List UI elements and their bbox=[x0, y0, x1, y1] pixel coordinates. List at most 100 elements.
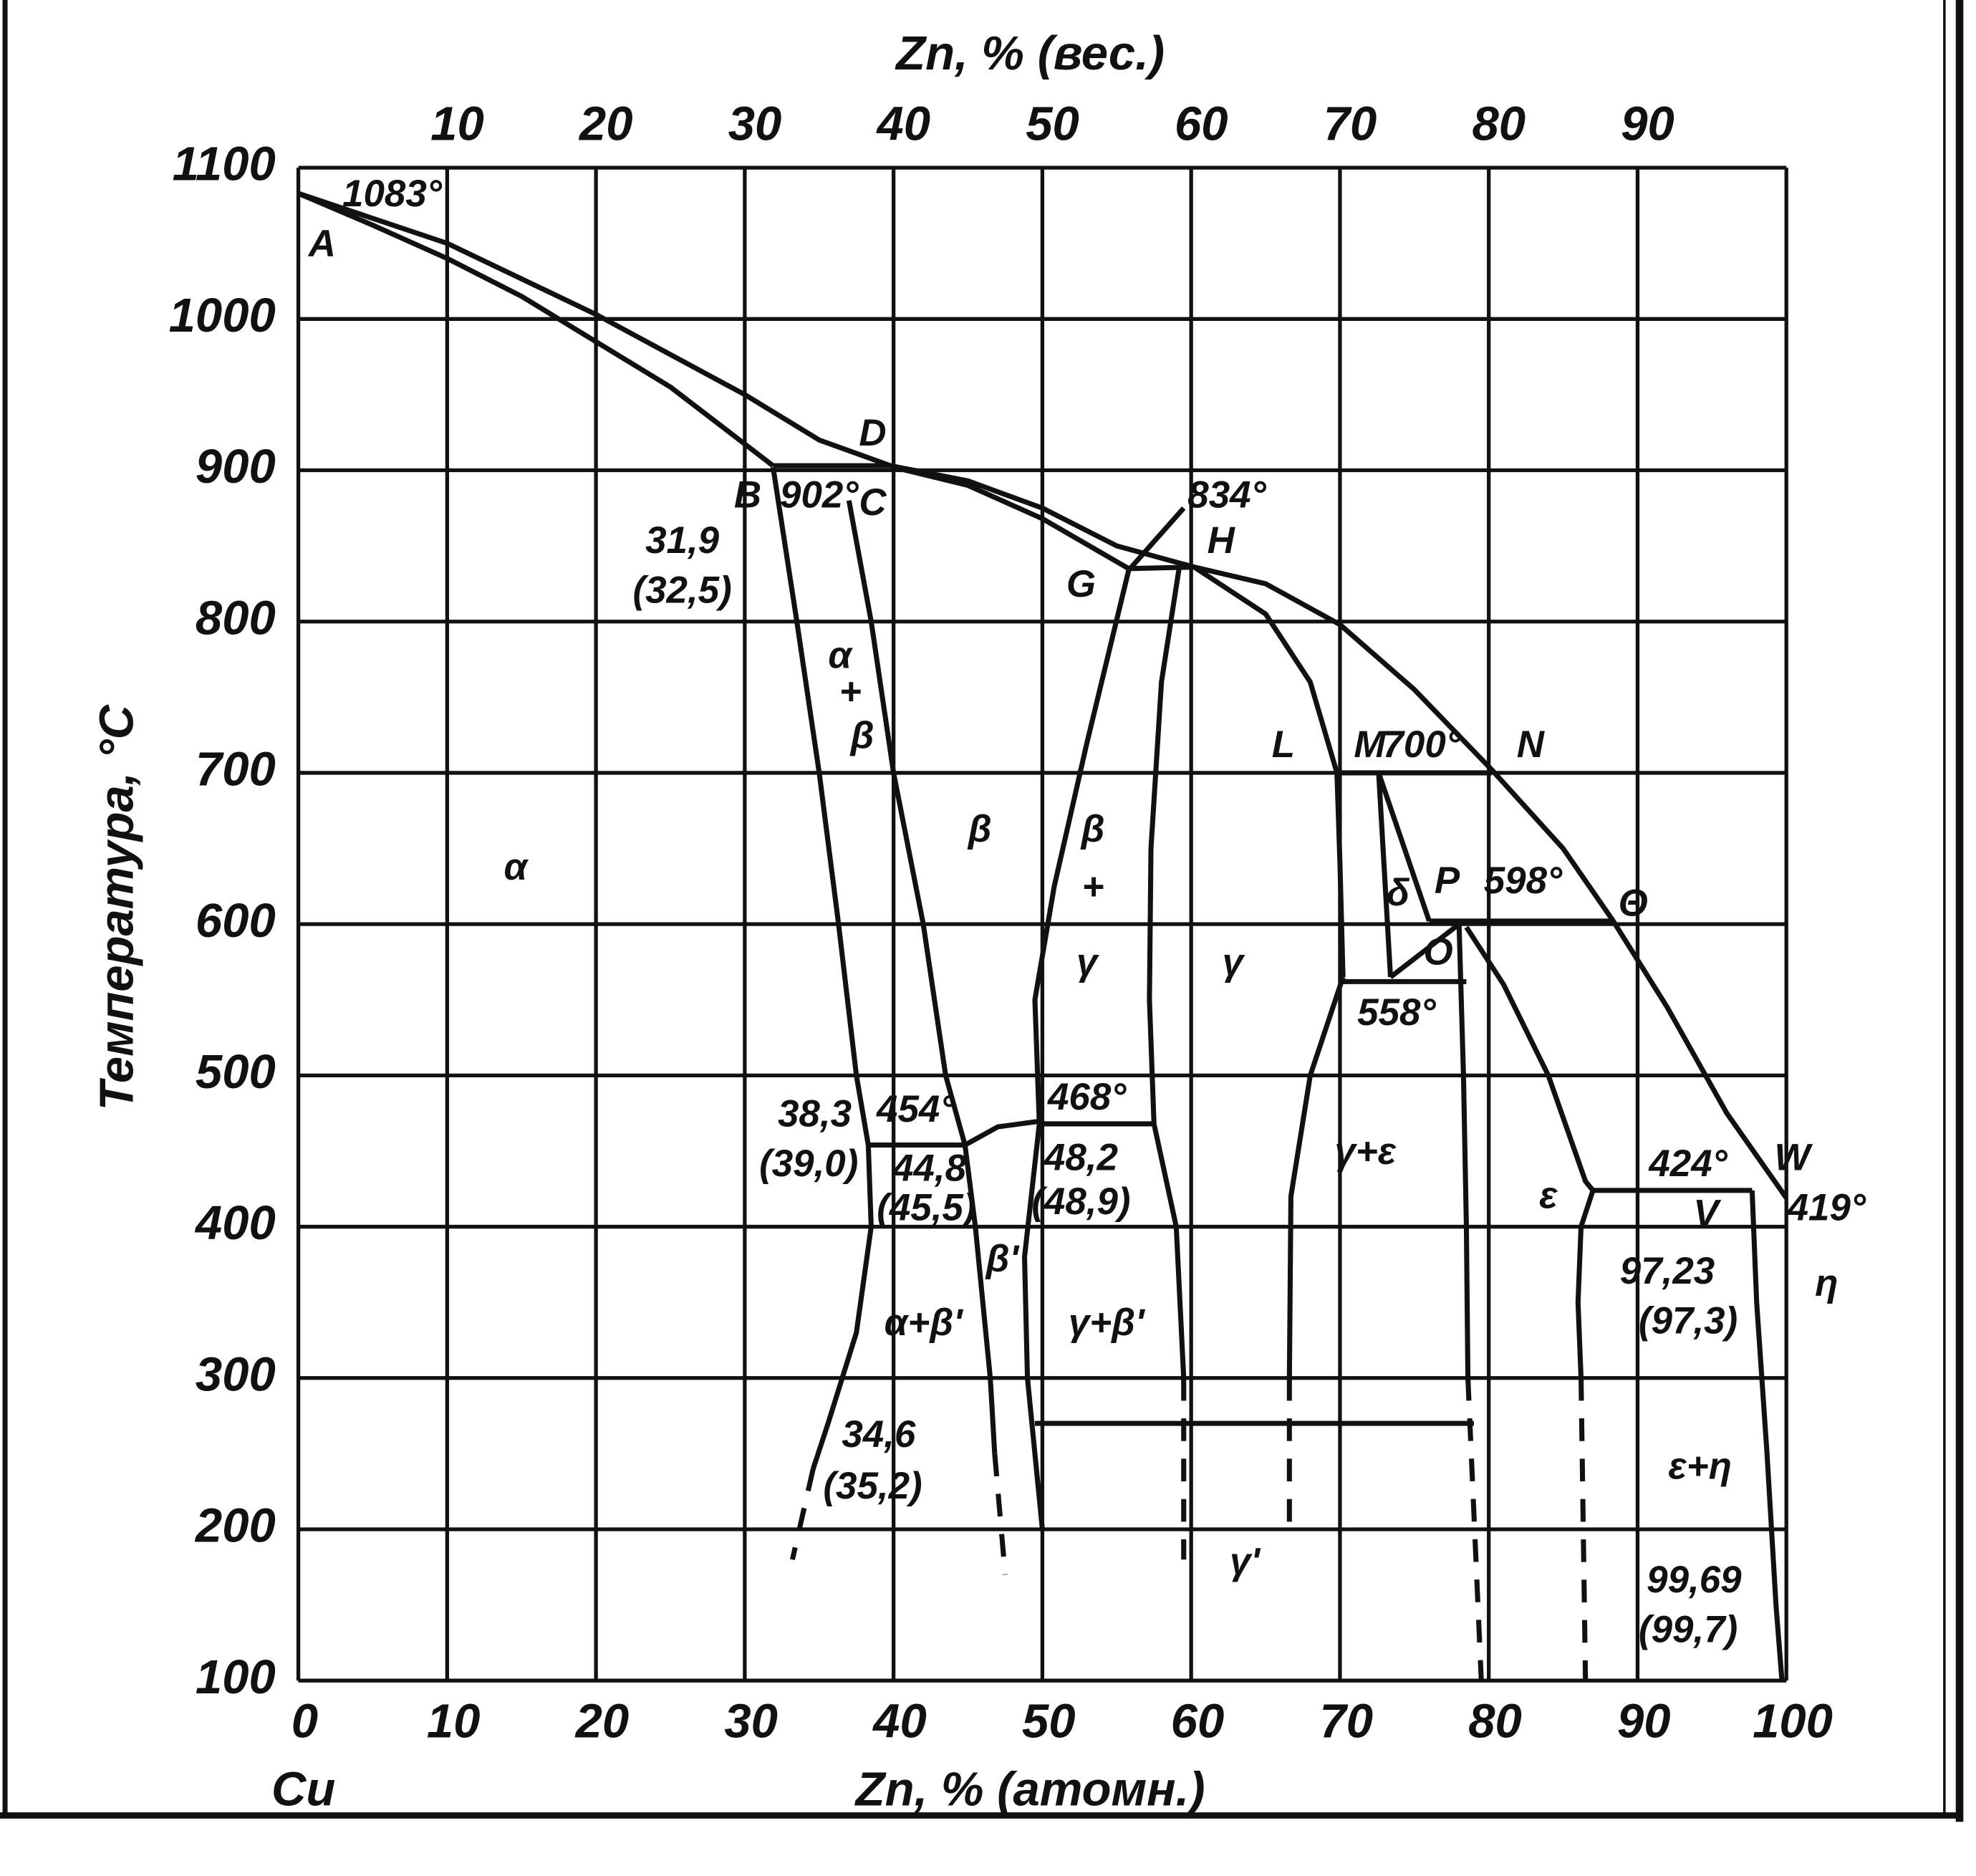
x-tick-label: 60 bbox=[1171, 1695, 1225, 1748]
y-tick-label: 1100 bbox=[173, 138, 276, 191]
annotation: γ bbox=[1223, 941, 1245, 983]
annotation: + bbox=[1082, 866, 1104, 908]
phase-boundary bbox=[963, 1118, 1043, 1148]
annotation: ε bbox=[1539, 1174, 1558, 1216]
x-tick-label: 50 bbox=[1022, 1695, 1076, 1748]
annotation: 468° bbox=[1047, 1076, 1127, 1118]
x-tick-label: 20 bbox=[574, 1695, 630, 1748]
phase-boundary-dashed bbox=[1579, 1377, 1589, 1681]
x-tick-label: 100 bbox=[1753, 1695, 1833, 1748]
annotation: (32,5) bbox=[632, 569, 731, 612]
y-tick-label: 500 bbox=[196, 1045, 276, 1099]
annotation: Θ bbox=[1619, 882, 1648, 925]
y-tick-label: 600 bbox=[196, 894, 276, 948]
annotation: γ' bbox=[1230, 1541, 1261, 1583]
x-origin-label: Cu bbox=[271, 1763, 335, 1817]
annotation: 1083° bbox=[342, 173, 443, 215]
phase-boundary bbox=[1021, 569, 1132, 1530]
phase-boundary bbox=[1749, 1190, 1785, 1681]
annotation: α bbox=[828, 634, 853, 676]
phase-boundary bbox=[1147, 567, 1187, 1378]
annotation: 424° bbox=[1648, 1143, 1727, 1185]
annotation: (45,5) bbox=[877, 1186, 975, 1228]
annotation: δ bbox=[1387, 872, 1410, 914]
annotation: + bbox=[839, 670, 862, 713]
annotation: 902° bbox=[780, 474, 859, 516]
phase-boundary bbox=[1192, 564, 1346, 978]
phase-boundary bbox=[1127, 506, 1186, 572]
annotation: β bbox=[967, 808, 992, 850]
phase-boundary-dashed bbox=[1465, 1377, 1484, 1681]
annotation: M bbox=[1354, 723, 1386, 766]
annotation: 834° bbox=[1187, 474, 1266, 516]
annotation: ε+η bbox=[1668, 1446, 1732, 1488]
top-tick-label: 90 bbox=[1621, 97, 1674, 151]
annotation: C bbox=[859, 481, 887, 524]
y-tick-label: 800 bbox=[196, 591, 276, 645]
annotation: 48,2 bbox=[1044, 1137, 1118, 1179]
annotation: (99,7) bbox=[1639, 1609, 1738, 1651]
x-tick-label: 30 bbox=[724, 1695, 778, 1748]
annotation: (97,3) bbox=[1639, 1300, 1738, 1342]
top-tick-label: 60 bbox=[1175, 97, 1228, 151]
phase-boundary bbox=[1456, 924, 1471, 1378]
top-tick-label: 20 bbox=[578, 97, 633, 151]
x-tick-label: 90 bbox=[1617, 1695, 1671, 1748]
phase-boundary bbox=[1389, 922, 1461, 979]
annotation: G bbox=[1066, 563, 1096, 605]
x-axis-title: Zn, % (атомн.) bbox=[854, 1763, 1205, 1817]
top-tick-label: 10 bbox=[430, 97, 484, 151]
top-tick-label: 30 bbox=[728, 97, 782, 151]
annotation: 38,3 bbox=[778, 1092, 852, 1135]
phase-boundary bbox=[1286, 976, 1346, 1378]
annotation: 31,9 bbox=[645, 519, 720, 562]
annotation: B bbox=[734, 474, 761, 516]
annotation: D bbox=[859, 412, 886, 454]
phase-boundary bbox=[846, 500, 998, 1454]
y-tick-label: 700 bbox=[196, 743, 276, 797]
phase-boundary bbox=[770, 466, 874, 1470]
annotation: β' bbox=[985, 1238, 1021, 1280]
y-tick-label: 200 bbox=[194, 1499, 276, 1553]
annotation: 44,8 bbox=[892, 1147, 967, 1189]
y-axis-title: Температура, °C bbox=[90, 703, 143, 1110]
annotation: L bbox=[1272, 723, 1295, 766]
annotation: N bbox=[1517, 723, 1546, 766]
x-tick-label: 40 bbox=[872, 1695, 927, 1748]
annotation: V bbox=[1693, 1193, 1721, 1235]
annotation: (39,0) bbox=[759, 1143, 858, 1185]
y-tick-label: 300 bbox=[196, 1348, 276, 1402]
y-tick-label: 900 bbox=[196, 440, 276, 494]
annotation: O bbox=[1423, 930, 1452, 973]
phase-boundary-dashed bbox=[992, 1453, 1008, 1575]
annotation: 598° bbox=[1484, 860, 1563, 902]
annotation: 97,23 bbox=[1620, 1250, 1715, 1292]
x-tick-label: 80 bbox=[1468, 1695, 1522, 1748]
phase-boundary bbox=[892, 464, 1130, 571]
y-tick-label: 1000 bbox=[169, 289, 276, 342]
annotation: β bbox=[1080, 808, 1105, 850]
annotation: γ+β' bbox=[1069, 1302, 1146, 1344]
top-tick-label: 40 bbox=[875, 97, 930, 151]
annotation: η bbox=[1815, 1262, 1838, 1304]
y-tick-label: 400 bbox=[194, 1196, 276, 1250]
top-tick-label: 80 bbox=[1473, 97, 1526, 151]
x-tick-label: 70 bbox=[1319, 1695, 1373, 1748]
annotation: 454° bbox=[876, 1088, 955, 1130]
annotation: H bbox=[1208, 519, 1236, 562]
annotation: W bbox=[1775, 1137, 1813, 1179]
annotation: γ+ε bbox=[1334, 1130, 1396, 1173]
annotation: β bbox=[849, 714, 874, 756]
annotation: (48,9) bbox=[1031, 1180, 1130, 1223]
annotation: 558° bbox=[1357, 991, 1436, 1034]
annotation: γ bbox=[1076, 941, 1099, 983]
phase-boundary bbox=[1575, 1189, 1596, 1378]
annotation: 700° bbox=[1382, 723, 1461, 766]
annotation: P bbox=[1435, 860, 1460, 902]
x-tick-label: 10 bbox=[427, 1695, 481, 1748]
phase-boundary-dashed bbox=[789, 1468, 816, 1561]
y-tick-label: 100 bbox=[196, 1650, 276, 1704]
